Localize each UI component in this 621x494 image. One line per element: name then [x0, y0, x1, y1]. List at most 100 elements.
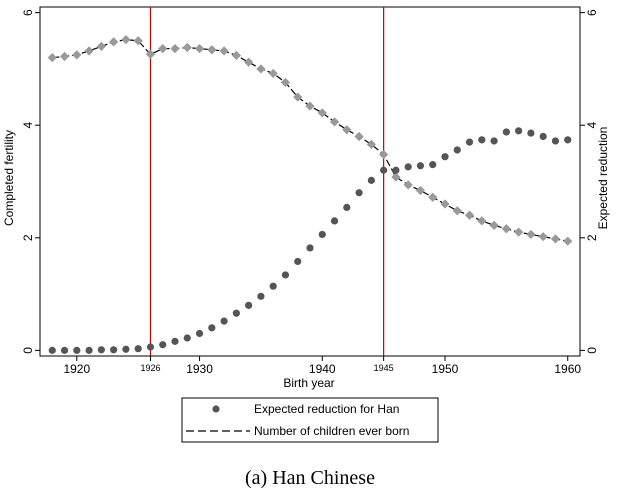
circle-point-1945	[380, 166, 388, 174]
diamond-point-1938	[293, 92, 303, 102]
diamond-point-1956	[514, 227, 524, 237]
circle-point-1959	[551, 137, 560, 145]
circle-point-1919	[60, 346, 69, 354]
diamond-point-1923	[109, 37, 119, 47]
circle-point-1929	[183, 334, 191, 342]
circle-point-1944	[367, 176, 375, 184]
diamond-point-1959	[550, 234, 561, 244]
plot-frame	[39, 6, 581, 357]
circle-point-1953	[478, 136, 486, 144]
diamond-point-1920	[72, 50, 82, 60]
left-y-tick-label-2: 2	[21, 234, 35, 241]
circle-point-1920	[73, 346, 81, 354]
diamond-point-1935	[256, 64, 266, 74]
circle-point-1939	[306, 244, 314, 252]
circle-point-1958	[539, 132, 547, 141]
diamond-point-1948	[415, 185, 426, 196]
x-axis-label: Birth year	[283, 376, 334, 390]
x-tick-label-1930: 1930	[186, 362, 213, 376]
legend-item-children-born: Number of children ever born	[254, 424, 409, 438]
diamond-point-1946	[391, 172, 401, 182]
diamond-point-1943	[354, 131, 364, 142]
diamond-point-1918	[47, 53, 57, 63]
diamond-point-1919	[59, 51, 70, 62]
x-tick-label-1940: 1940	[309, 362, 336, 376]
circle-point-1924	[122, 345, 130, 353]
circle-point-1941	[330, 217, 339, 225]
circle-point-1934	[245, 301, 253, 309]
diamond-point-1954	[489, 220, 499, 231]
x-tick-label-1945: 1945	[374, 363, 394, 373]
circle-point-1922	[97, 346, 105, 354]
circle-point-1948	[416, 162, 425, 170]
diamond-point-1928	[170, 44, 180, 54]
diamond-point-1933	[231, 50, 241, 61]
diamond-point-1936	[268, 68, 278, 79]
diamond-point-1934	[244, 57, 254, 67]
circle-point-1949	[429, 161, 437, 169]
circle-point-1950	[441, 153, 449, 161]
circle-point-1927	[159, 341, 167, 349]
x-tick-label-1950: 1950	[432, 362, 459, 376]
circle-point-1956	[515, 127, 523, 135]
circle-point-1925	[134, 345, 142, 353]
circle-point-1926	[146, 343, 155, 351]
left-y-tick-label-6: 6	[21, 9, 35, 16]
right-y-tick-label-0: 0	[585, 347, 599, 354]
children-born-markers	[47, 35, 573, 246]
right-y-tick-label-2: 2	[585, 234, 599, 241]
diamond-point-1941	[329, 117, 340, 127]
circle-point-1928	[171, 337, 179, 345]
circle-point-1935	[257, 292, 265, 300]
right-y-axis-label: Expected reduction	[596, 127, 610, 230]
right-y-tick-label-4: 4	[585, 122, 599, 129]
diamond-point-1950	[440, 199, 450, 209]
circle-point-1938	[294, 257, 302, 266]
right-y-tick-label-6: 6	[585, 9, 599, 16]
circle-point-1954	[490, 137, 498, 145]
circle-point-1931	[208, 324, 216, 332]
circle-point-1933	[232, 309, 240, 317]
left-y-axis-label: Completed fertility	[2, 130, 16, 226]
x-tick-label-1920: 1920	[63, 362, 90, 376]
diamond-point-1949	[428, 192, 438, 202]
diamond-point-1951	[452, 206, 462, 216]
vertical-reference-lines	[149, 7, 385, 356]
circle-point-1940	[318, 230, 326, 239]
diamond-point-1930	[194, 44, 205, 54]
diamond-point-1952	[464, 210, 475, 220]
circle-point-1930	[195, 329, 204, 338]
circle-point-1955	[502, 128, 510, 136]
diamond-point-1955	[501, 224, 511, 234]
diamond-point-1942	[342, 125, 352, 135]
circle-point-1932	[220, 317, 228, 325]
diamond-point-1953	[477, 216, 487, 226]
diamond-point-1945	[379, 149, 389, 160]
legend-box	[181, 397, 439, 443]
diamond-point-1940	[317, 108, 327, 118]
expected-reduction-markers	[48, 127, 572, 354]
diamond-point-1931	[207, 45, 217, 55]
circle-point-1946	[392, 166, 400, 174]
diamond-point-1925	[133, 36, 143, 46]
diamond-point-1947	[403, 180, 413, 190]
legend-circle-marker	[212, 405, 220, 413]
circle-point-1921	[85, 346, 93, 354]
diamond-point-1924	[121, 35, 131, 45]
legend: Expected reduction for Han Number of chi…	[181, 397, 439, 443]
legend-item-expected-reduction: Expected reduction for Han	[254, 402, 399, 416]
circle-point-1943	[355, 189, 363, 197]
figure-caption: (a) Han Chinese	[245, 467, 375, 489]
left-y-tick-label-0: 0	[21, 347, 35, 354]
diamond-point-1926	[145, 49, 156, 59]
right-y-axis-ticks: 0 2 4 6	[580, 9, 599, 354]
circle-point-1960	[564, 136, 572, 144]
circle-point-1942	[343, 203, 351, 211]
circle-point-1947	[404, 163, 412, 171]
left-y-tick-label-4: 4	[21, 122, 35, 129]
diamond-point-1937	[280, 77, 291, 88]
circle-point-1936	[269, 282, 277, 290]
x-axis-ticks: 1920 1926 1930 1940 1945 1950 1960	[63, 356, 581, 376]
circle-point-1951	[453, 146, 461, 154]
